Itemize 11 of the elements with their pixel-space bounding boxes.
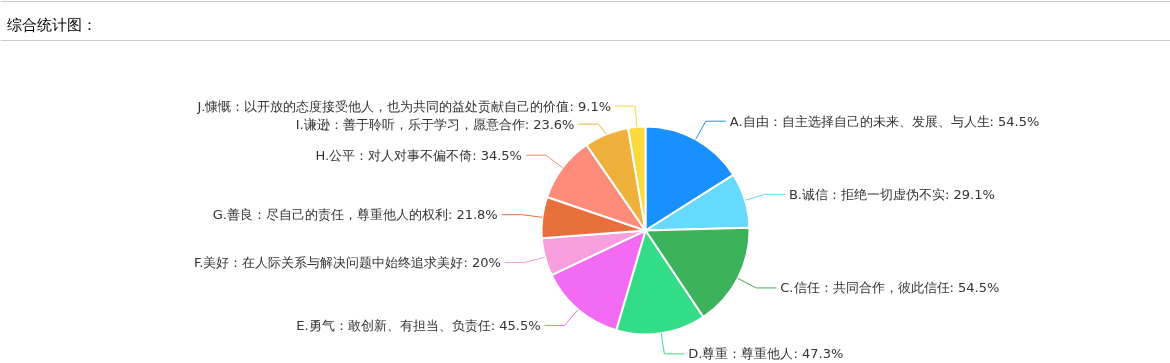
slice-label: H.公平：对人对事不偏不倚: 34.5%: [315, 147, 522, 163]
slice-label: C.信任：共同合作，彼此信任: 54.5%: [780, 280, 1000, 296]
slice-label: G.善良：尽自己的责任，尊重他人的权利: 21.8%: [212, 207, 498, 223]
slice-label: B.诚信：拒绝一切虚伪不实: 29.1%: [788, 186, 995, 202]
slice-label: A.自由：自主选择自己的未来、发展、与人生: 54.5%: [729, 113, 1040, 129]
slice-label: D.尊重：尊重他人: 47.3%: [688, 346, 844, 362]
slice-label: F.美好：在人际关系与解决问题中始终追求美好: 20%: [193, 254, 501, 270]
slice-label: I.谦逊：善于聆听，乐于学习，愿意合作: 23.6%: [295, 116, 575, 132]
slice-label: J.慷慨：以开放的态度接受他人，也为共同的益处贡献自己的价值: 9.1%: [196, 98, 612, 114]
text: 综合统计图：: [6, 15, 97, 34]
slice-label: E.勇气：敢创新、有担当、负责任: 45.5%: [296, 317, 541, 333]
